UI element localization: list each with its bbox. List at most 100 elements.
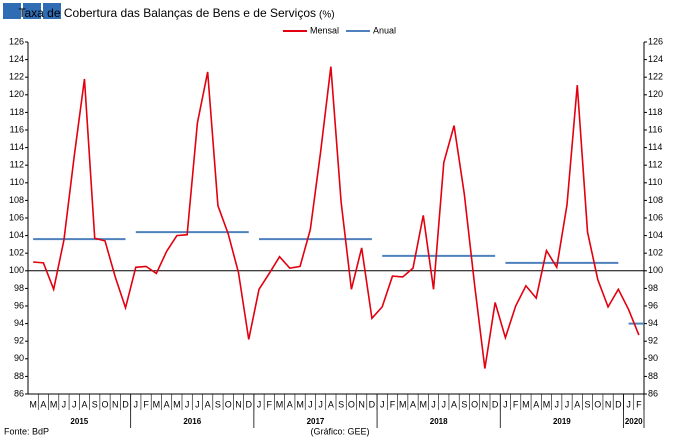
x-tick-label: F [143,399,149,409]
y2-tick-label: 104 [648,230,663,240]
monthly-line [33,66,640,369]
x-tick-label: M [420,399,428,409]
y-tick-label: 94 [14,318,24,328]
x-tick-label: A [328,399,334,409]
x-tick-label: F [390,399,396,409]
x-tick-label: A [410,399,416,409]
y2-tick-label: 122 [648,72,663,82]
y-tick-label: 124 [9,54,24,64]
y-tick-label: 112 [10,160,24,170]
x-tick-label: O [594,399,601,409]
y-tick-label: 102 [9,248,24,258]
x-tick-label: S [461,399,467,409]
x-tick-label: O [225,399,232,409]
x-tick-label: A [533,399,539,409]
x-tick-label: N [235,399,242,409]
x-tick-label: O [348,399,355,409]
x-tick-label: A [451,399,457,409]
y2-tick-label: 112 [648,160,662,170]
x-tick-label: M [153,399,161,409]
y2-tick-label: 90 [648,353,658,363]
x-tick-label: J [442,399,447,409]
x-tick-label: A [574,399,580,409]
x-tick-label: J [318,399,323,409]
x-tick-label: M [522,399,530,409]
x-tick-label: N [358,399,365,409]
y-tick-label: 88 [14,371,24,381]
year-label: 2019 [553,417,571,426]
y-tick-label: 96 [14,300,24,310]
x-tick-label: N [112,399,119,409]
credit: (Gráfico: GEE) [310,426,369,436]
y-tick-label: 114 [10,142,24,152]
x-tick-label: M [543,399,551,409]
x-tick-label: J [72,399,77,409]
year-label: 2020 [625,417,643,426]
legend-label: Anual [373,25,396,35]
y2-tick-label: 126 [648,36,663,46]
x-tick-label: J [503,399,508,409]
y2-tick-label: 118 [648,107,662,117]
x-tick-label: M [276,399,284,409]
x-tick-label: D [245,399,252,409]
y2-tick-label: 116 [648,124,662,134]
x-tick-label: J [62,399,67,409]
x-tick-label: A [287,399,293,409]
x-tick-label: S [338,399,344,409]
year-label: 2015 [70,417,88,426]
x-tick-label: O [101,399,108,409]
y-tick-label: 126 [9,36,24,46]
y-tick-label: 118 [10,107,24,117]
y2-tick-label: 98 [648,283,658,293]
y-tick-label: 116 [10,124,24,134]
x-tick-label: A [164,399,170,409]
y2-tick-label: 110 [648,177,662,187]
x-tick-label: F [636,399,642,409]
x-tick-label: S [585,399,591,409]
logo-square [43,3,61,19]
x-tick-label: M [29,399,37,409]
y2-tick-label: 120 [648,89,663,99]
y-tick-label: 98 [14,283,24,293]
y-tick-label: 104 [9,230,24,240]
y2-tick-label: 92 [648,336,658,346]
logo-square [3,3,21,19]
x-tick-label: J [185,399,190,409]
y2-tick-label: 86 [648,388,658,398]
x-tick-label: J [431,399,436,409]
year-label: 2017 [307,417,325,426]
x-tick-label: M [173,399,181,409]
y2-tick-label: 106 [648,212,663,222]
x-tick-label: F [513,399,519,409]
x-tick-label: J [626,399,631,409]
year-label: 2016 [183,417,201,426]
x-tick-label: D [369,399,376,409]
x-tick-label: A [40,399,46,409]
legend-label: Mensal [310,25,339,35]
x-tick-label: J [565,399,570,409]
x-tick-label: J [380,399,385,409]
y2-tick-label: 100 [648,265,663,275]
x-tick-label: J [554,399,559,409]
y2-tick-label: 124 [648,54,663,64]
y-tick-label: 120 [9,89,24,99]
x-tick-label: N [605,399,612,409]
y-tick-label: 108 [9,195,24,205]
x-tick-label: J [195,399,200,409]
y2-tick-label: 102 [648,248,663,258]
x-tick-label: S [92,399,98,409]
y-tick-label: 100 [9,265,24,275]
y2-tick-label: 114 [648,142,662,152]
y-tick-label: 122 [9,72,24,82]
x-tick-label: D [615,399,622,409]
y2-tick-label: 96 [648,300,658,310]
y2-tick-label: 108 [648,195,663,205]
logo-square [23,3,41,19]
y-tick-label: 110 [10,177,24,187]
year-label: 2018 [430,417,448,426]
y-tick-label: 86 [14,388,24,398]
x-tick-label: A [81,399,87,409]
x-tick-label: J [308,399,313,409]
y2-tick-label: 88 [648,371,658,381]
